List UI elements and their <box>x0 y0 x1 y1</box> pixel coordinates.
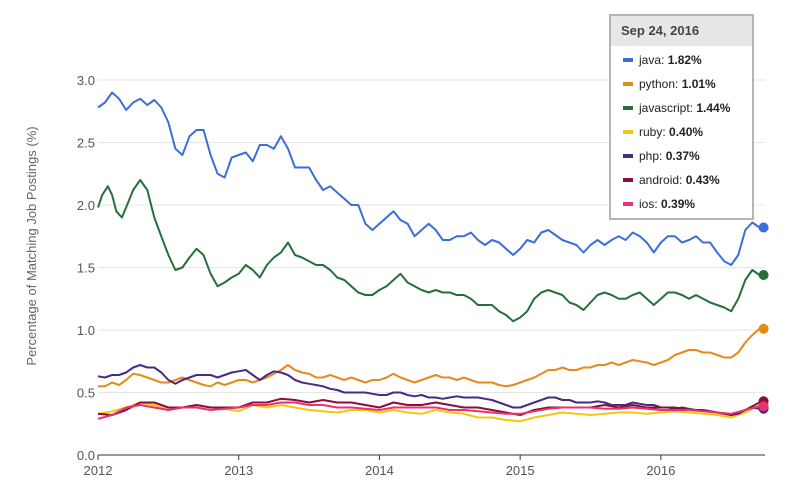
tooltip-row-java: java: 1.82% <box>623 52 702 68</box>
tooltip-series-value: 0.43% <box>685 173 720 187</box>
legend-swatch <box>623 153 633 158</box>
y-tick-label: 3.0 <box>77 73 95 88</box>
y-axis-label: Percentage of Matching Job Postings (%) <box>24 126 39 365</box>
legend-swatch <box>623 177 633 182</box>
series-endpoint-python <box>758 323 769 334</box>
tooltip-row-php: php: 0.37% <box>623 148 700 164</box>
legend-swatch <box>623 201 633 206</box>
tooltip-date: Sep 24, 2016 <box>611 16 752 46</box>
series-line-android <box>97 397 764 416</box>
tooltip-row-javascript: javascript: 1.44% <box>623 100 730 116</box>
series-line-php <box>97 364 764 416</box>
legend-swatch <box>623 129 633 134</box>
tooltip-series-name: ios: <box>639 197 662 211</box>
series-endpoint-javascript <box>758 270 769 280</box>
x-axis-ticks: 2012 2013 2014 2015 2016 <box>84 455 675 478</box>
series-line-python <box>98 327 764 388</box>
series-endpoints <box>758 222 769 414</box>
tooltip-series-value: 0.39% <box>661 197 696 211</box>
series-line-javascript <box>97 179 764 323</box>
tooltip-series-name: php: <box>639 149 666 163</box>
series-line-java <box>97 91 764 266</box>
y-tick-label: 0.0 <box>77 448 95 463</box>
tooltip-series-value: 0.37% <box>665 149 700 163</box>
x-tick-label: 2016 <box>646 463 675 478</box>
tooltip-row-ios: ios: 0.39% <box>623 196 695 212</box>
x-tick-label: 2015 <box>506 463 535 478</box>
y-tick-label: 2.5 <box>77 136 95 151</box>
series-endpoint-ios <box>758 401 769 412</box>
y-tick-label: 2.0 <box>77 198 95 213</box>
tooltip-series-value: 1.01% <box>681 77 716 91</box>
tooltip-row-python: python: 1.01% <box>623 76 716 92</box>
series-lines <box>97 91 764 423</box>
legend-swatch <box>623 81 633 86</box>
tooltip-series-name: android: <box>639 173 686 187</box>
tooltip-series-value: 1.82% <box>667 53 702 67</box>
tooltip-series-name: java: <box>639 53 668 67</box>
tooltip-series-value: 1.44% <box>696 101 731 115</box>
legend-swatch <box>623 105 633 110</box>
hover-tooltip: Sep 24, 2016 java: 1.82% python: 1.01% jav… <box>609 14 754 220</box>
y-tick-label: 1.5 <box>77 261 95 276</box>
series-line-ios <box>97 401 764 420</box>
tooltip-series-name: javascript: <box>639 101 697 115</box>
tooltip-row-android: android: 0.43% <box>623 172 720 188</box>
y-axis-ticks: 0.0 0.5 1.0 1.5 2.0 2.5 3.0 <box>77 73 95 463</box>
tooltip-series-name: ruby: <box>639 125 670 139</box>
legend-swatch <box>623 57 633 62</box>
tooltip-series-name: python: <box>639 77 682 91</box>
x-tick-label: 2013 <box>224 463 253 478</box>
y-tick-label: 1.0 <box>77 323 95 338</box>
series-endpoint-java <box>758 222 769 233</box>
tooltip-row-ruby: ruby: 0.40% <box>623 124 703 140</box>
x-tick-label: 2012 <box>84 463 113 478</box>
x-tick-label: 2014 <box>365 463 394 478</box>
tooltip-series-value: 0.40% <box>669 125 704 139</box>
y-tick-label: 0.5 <box>77 386 95 401</box>
